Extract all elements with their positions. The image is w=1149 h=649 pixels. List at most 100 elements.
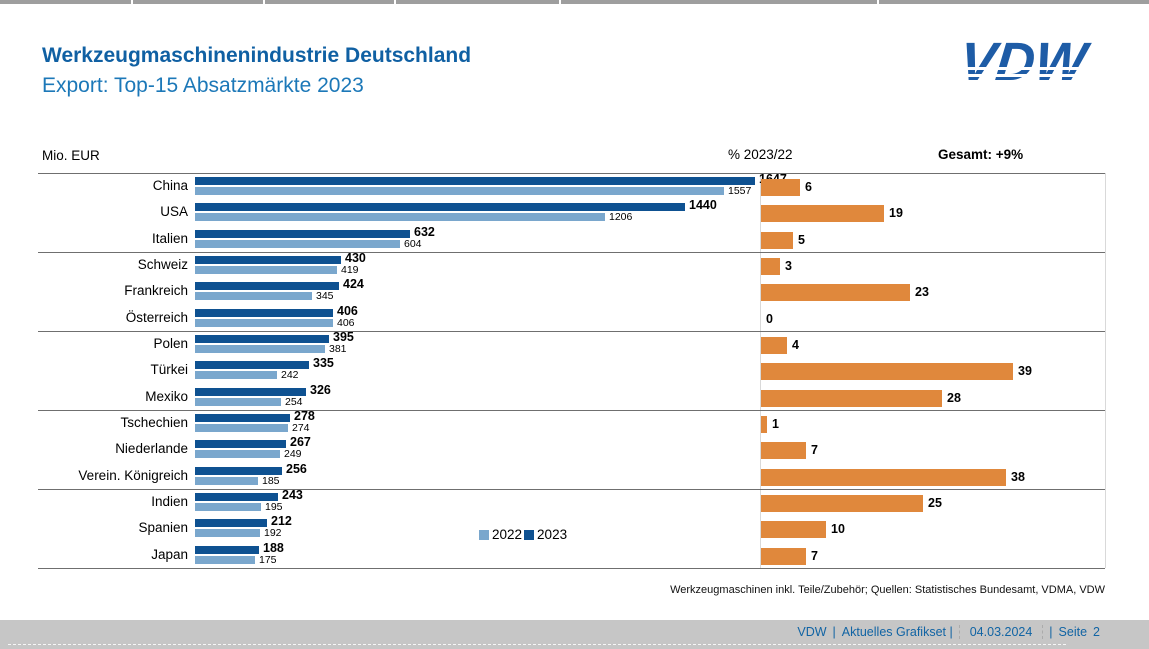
logo-stripe	[954, 67, 1116, 70]
bar-2022	[195, 450, 280, 458]
footer-brand: VDW	[797, 625, 827, 639]
bar-2022	[195, 556, 255, 564]
value-label-2022: 192	[264, 527, 282, 539]
unit-label: Mio. EUR	[42, 148, 100, 163]
plot-bottom-border	[38, 568, 1105, 569]
pct-axis-label: % 2023/22	[728, 147, 793, 162]
value-label-2023: 632	[414, 225, 435, 239]
value-label-2023: 212	[271, 514, 292, 528]
country-label: Österreich	[125, 310, 188, 325]
logo-stripe	[954, 81, 1116, 84]
bar-2023	[195, 493, 278, 501]
bar-2022	[195, 529, 260, 537]
country-label: Italien	[151, 231, 188, 246]
value-label-2022: 345	[316, 290, 334, 302]
value-label-2022: 242	[281, 369, 299, 381]
value-label-2023: 278	[294, 409, 315, 423]
country-label: USA	[160, 204, 188, 219]
total-change-label: Gesamt: +9%	[938, 147, 1024, 162]
value-label-2023: 335	[313, 356, 334, 370]
pct-bar	[761, 390, 942, 407]
legend-swatch-2023	[524, 529, 535, 540]
bar-2023	[195, 519, 267, 527]
group-separator-line	[38, 489, 1105, 490]
footer-page-number: 2	[1093, 625, 1100, 639]
bar-2022	[195, 345, 325, 353]
group-separator-line	[38, 331, 1105, 332]
bar-2022	[195, 213, 605, 221]
legend-label-2022: 2022	[492, 527, 523, 542]
footer-dashed-line	[8, 644, 1066, 645]
value-label-2023: 256	[286, 462, 307, 476]
country-label: Mexiko	[145, 389, 188, 404]
logo-stripe	[954, 74, 1116, 77]
value-label-2022: 1206	[609, 211, 633, 223]
value-label-2022: 249	[284, 448, 302, 460]
bar-2023	[195, 203, 685, 211]
legend-label-2023: 2023	[537, 527, 568, 542]
bar-2023	[195, 177, 755, 185]
footer-page-label: Seite	[1058, 625, 1088, 639]
plot-right-border	[1105, 173, 1106, 568]
value-label-2023: 430	[345, 251, 366, 265]
chart-legend: 2022 2023	[479, 527, 569, 542]
country-label: Indien	[151, 494, 188, 509]
country-label: Tschechien	[120, 415, 188, 430]
country-label: Schweiz	[137, 257, 188, 272]
bar-2023	[195, 546, 259, 554]
pct-label: 6	[805, 180, 812, 194]
pct-bar	[761, 363, 1013, 380]
bar-2022	[195, 319, 333, 327]
pct-label: 28	[947, 391, 961, 405]
pct-bar	[761, 337, 787, 354]
country-label: Niederlande	[115, 441, 188, 456]
bar-2023	[195, 282, 339, 290]
page-subtitle: Export: Top-15 Absatzmärkte 2023	[42, 74, 364, 97]
pct-label: 3	[785, 259, 792, 273]
bar-2022	[195, 292, 312, 300]
bar-2022	[195, 424, 288, 432]
value-label-2022: 195	[265, 501, 283, 513]
country-label: Türkei	[150, 362, 188, 377]
pct-bar	[761, 521, 826, 538]
footer-separator: |	[1049, 625, 1053, 639]
bar-2023	[195, 467, 282, 475]
bar-2023	[195, 256, 341, 264]
pct-bar	[761, 416, 767, 433]
pct-label: 38	[1011, 470, 1025, 484]
footer-separator: |	[832, 625, 836, 639]
bar-2023	[195, 335, 329, 343]
value-label-2023: 243	[282, 488, 303, 502]
bar-2022	[195, 398, 281, 406]
country-label: Verein. Königreich	[78, 468, 188, 483]
bar-2023	[195, 440, 286, 448]
pct-bar	[761, 284, 910, 301]
pct-label: 7	[811, 443, 818, 457]
value-label-2023: 267	[290, 435, 311, 449]
pct-bar	[761, 548, 806, 565]
page-title: Werkzeugmaschinenindustrie Deutschland	[42, 44, 472, 67]
pct-axis-line	[760, 173, 761, 568]
pct-bar	[761, 469, 1006, 486]
pct-bar	[761, 442, 806, 459]
value-label-2022: 1557	[728, 185, 752, 197]
pct-label: 10	[831, 522, 845, 536]
bar-2022	[195, 371, 277, 379]
country-label: China	[152, 178, 188, 193]
group-separator-line	[38, 252, 1105, 253]
value-label-2022: 254	[285, 396, 303, 408]
country-label: Frankreich	[124, 283, 188, 298]
top-strip	[0, 0, 1149, 4]
value-label-2022: 381	[329, 343, 347, 355]
bar-2023	[195, 388, 306, 396]
pct-bar	[761, 179, 800, 196]
pct-label: 23	[915, 285, 929, 299]
pct-label: 1	[772, 417, 779, 431]
footer-text: VDW | Aktuelles Grafikset | 04.03.2024 |…	[797, 625, 1100, 639]
bar-2023	[195, 414, 290, 422]
country-label: Japan	[151, 547, 188, 562]
pct-label: 19	[889, 206, 903, 220]
pct-bar	[761, 258, 780, 275]
bar-2023	[195, 309, 333, 317]
